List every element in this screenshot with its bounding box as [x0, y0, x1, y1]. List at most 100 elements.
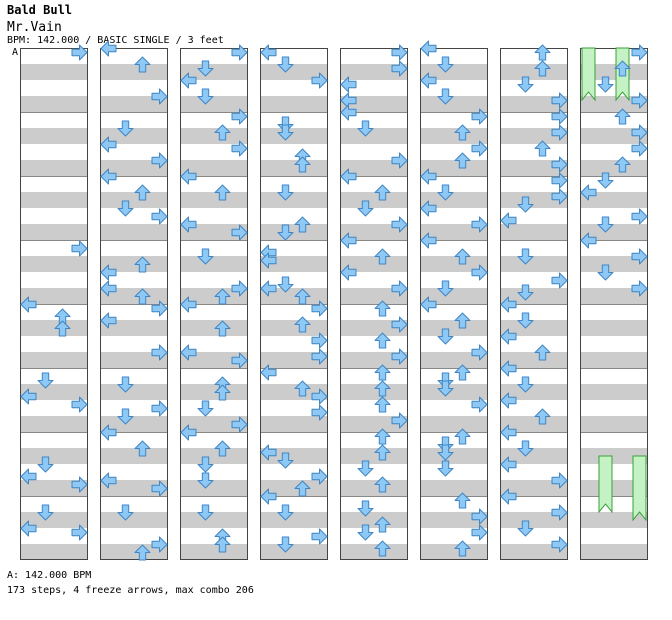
up-arrow-icon [294, 216, 311, 233]
beat-stripe [260, 96, 328, 112]
left-arrow-icon [580, 232, 597, 249]
beat-stripe [20, 544, 88, 560]
right-arrow-icon [551, 92, 568, 109]
beat-stripe [580, 160, 648, 176]
beat-stripe [20, 256, 88, 272]
chart-column [580, 48, 648, 560]
right-arrow-icon [631, 44, 648, 61]
beat-stripe [100, 384, 168, 400]
beat-stripe [420, 96, 488, 112]
beat-stripe [420, 192, 488, 208]
right-arrow-icon [151, 88, 168, 105]
beat-stripe [180, 320, 248, 336]
left-arrow-icon [100, 312, 117, 329]
right-arrow-icon [311, 528, 328, 545]
down-arrow-icon [517, 284, 534, 301]
down-arrow-icon [437, 184, 454, 201]
up-arrow-icon [134, 184, 151, 201]
beat-stripe [100, 160, 168, 176]
beat-stripe [100, 512, 168, 528]
right-arrow-icon [551, 272, 568, 289]
down-arrow-icon [117, 376, 134, 393]
beat-stripe [100, 192, 168, 208]
beat-stripe [420, 160, 488, 176]
column-border [580, 48, 648, 560]
beat-stripe [20, 416, 88, 432]
right-arrow-icon [231, 140, 248, 157]
down-arrow-icon [197, 88, 214, 105]
up-arrow-icon [454, 124, 471, 141]
left-arrow-icon [260, 488, 277, 505]
right-arrow-icon [311, 468, 328, 485]
right-arrow-icon [631, 140, 648, 157]
right-arrow-icon [151, 300, 168, 317]
up-arrow-icon [614, 108, 631, 125]
beat-stripe [260, 416, 328, 432]
beat-stripe [260, 320, 328, 336]
down-arrow-icon [197, 248, 214, 265]
right-arrow-icon [311, 332, 328, 349]
beat-stripe [20, 288, 88, 304]
freeze-arrow [632, 455, 647, 522]
up-arrow-icon [374, 428, 391, 445]
chart-column [420, 48, 488, 560]
left-arrow-icon [340, 264, 357, 281]
right-arrow-icon [311, 388, 328, 405]
beat-stripe [500, 384, 568, 400]
column-border [500, 48, 568, 560]
left-arrow-icon [340, 76, 357, 93]
left-arrow-icon [340, 104, 357, 121]
beat-stripe [500, 320, 568, 336]
right-arrow-icon [71, 44, 88, 61]
down-arrow-icon [197, 400, 214, 417]
right-arrow-icon [231, 352, 248, 369]
beat-stripe [180, 224, 248, 240]
down-arrow-icon [197, 60, 214, 77]
beat-stripe [500, 224, 568, 240]
beat-stripe [260, 224, 328, 240]
right-arrow-icon [71, 240, 88, 257]
down-arrow-icon [37, 504, 54, 521]
right-arrow-icon [391, 316, 408, 333]
beat-stripe [20, 160, 88, 176]
down-arrow-icon [517, 248, 534, 265]
column-border [180, 48, 248, 560]
beat-stripe [500, 288, 568, 304]
left-arrow-icon [420, 232, 437, 249]
down-arrow-icon [277, 276, 294, 293]
beat-stripe [580, 64, 648, 80]
beat-stripe [580, 256, 648, 272]
beat-stripe [340, 448, 408, 464]
beat-stripe [180, 96, 248, 112]
right-arrow-icon [631, 280, 648, 297]
down-arrow-icon [437, 444, 454, 461]
down-arrow-icon [437, 56, 454, 73]
left-arrow-icon [20, 296, 37, 313]
beat-stripe [180, 128, 248, 144]
bpm-legend: A: 142.000 BPM [7, 570, 92, 581]
left-arrow-icon [260, 280, 277, 297]
beat-stripe [20, 64, 88, 80]
right-arrow-icon [471, 108, 488, 125]
beat-stripe [340, 384, 408, 400]
beat-stripe [260, 128, 328, 144]
beat-stripe [340, 96, 408, 112]
down-arrow-icon [117, 120, 134, 137]
right-arrow-icon [471, 508, 488, 525]
left-arrow-icon [500, 328, 517, 345]
beat-stripe [260, 352, 328, 368]
right-arrow-icon [151, 152, 168, 169]
freeze-arrow [598, 455, 613, 514]
left-arrow-icon [500, 212, 517, 229]
beat-stripe [340, 224, 408, 240]
up-arrow-icon [614, 60, 631, 77]
up-arrow-icon [374, 476, 391, 493]
up-arrow-icon [134, 544, 151, 561]
beat-stripe [420, 256, 488, 272]
column-border [340, 48, 408, 560]
left-arrow-icon [100, 472, 117, 489]
beat-stripe [100, 256, 168, 272]
up-arrow-icon [134, 440, 151, 457]
beat-stripe [20, 352, 88, 368]
